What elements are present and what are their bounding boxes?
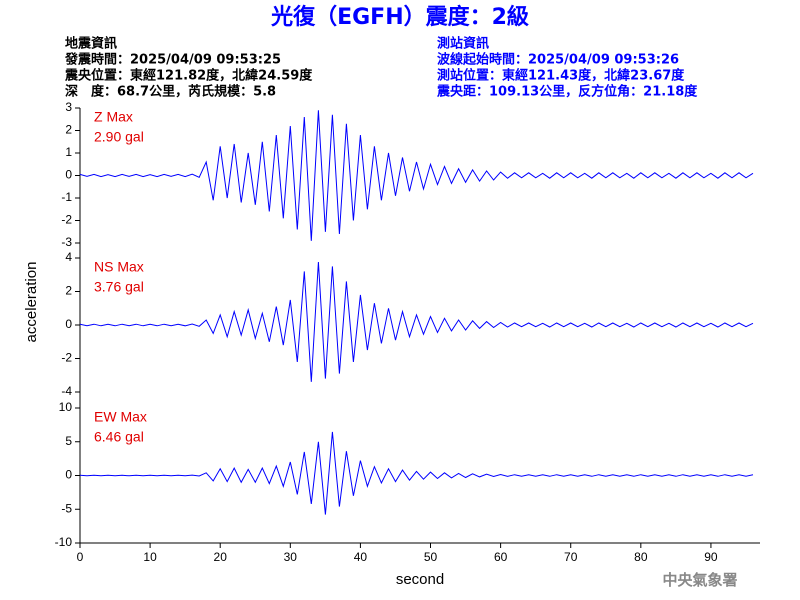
x-axis-label: second	[396, 571, 444, 588]
waveform	[79, 110, 754, 241]
y-axis-label: acceleration	[23, 262, 40, 343]
x-tick-label: 0	[77, 550, 84, 564]
max-annotation: 6.46 gal	[94, 429, 144, 445]
info: 震央位置：東經121.82度，北緯24.59度	[64, 68, 313, 84]
x-tick-label: 30	[284, 550, 298, 564]
y-tick-label: 2	[65, 284, 72, 298]
y-tick-label: 1	[65, 145, 72, 159]
y-tick-label: 0	[65, 468, 72, 482]
station-info: 測站資訊	[437, 36, 489, 52]
max-annotation: 2.90 gal	[94, 129, 144, 145]
y-tick-label: 2	[65, 123, 72, 137]
y-tick-label: 0	[65, 168, 72, 182]
waveform	[79, 431, 754, 515]
title: 光復（EGFH）震度：2級	[270, 4, 529, 30]
y-tick-label: -3	[61, 235, 72, 249]
x-tick-label: 70	[564, 550, 578, 564]
info: 發震時間：2025/04/09 09:53:25	[64, 52, 281, 68]
x-tick-label: 10	[143, 550, 157, 564]
x-tick-label: 50	[424, 550, 438, 564]
y-tick-label: -1	[61, 190, 72, 204]
y-tick-label: -2	[61, 351, 72, 365]
y-tick-label: -4	[61, 384, 72, 398]
y-tick-label: 0	[65, 317, 72, 331]
y-tick-label: -2	[61, 213, 72, 227]
x-tick-label: 40	[354, 550, 368, 564]
info: 地震資訊	[65, 36, 117, 52]
max-annotation: EW Max	[94, 409, 147, 425]
max-annotation: NS Max	[94, 259, 144, 275]
waveform	[79, 261, 754, 382]
y-tick-label: -5	[61, 501, 72, 515]
x-tick-label: 20	[214, 550, 228, 564]
x-tick-label: 60	[494, 550, 508, 564]
x-tick-label: 90	[704, 550, 718, 564]
station-info: 波線起始時間：2025/04/09 09:53:26	[437, 52, 679, 68]
watermark: 中央氣象署	[662, 571, 737, 589]
y-tick-label: 10	[59, 400, 73, 414]
max-annotation: Z Max	[94, 109, 133, 125]
info: 深 度：68.7公里，芮氏規模：5.8	[65, 84, 276, 100]
y-tick-label: 4	[65, 250, 72, 264]
station-info: 震央距：109.13公里，反方位角：21.18度	[436, 84, 698, 100]
x-tick-label: 80	[634, 550, 648, 564]
y-tick-label: 5	[65, 434, 72, 448]
y-tick-label: 3	[65, 100, 72, 114]
y-tick-label: -10	[55, 535, 73, 549]
station-info: 測站位置：東經121.43度，北緯23.67度	[437, 68, 685, 84]
max-annotation: 3.76 gal	[94, 279, 144, 295]
